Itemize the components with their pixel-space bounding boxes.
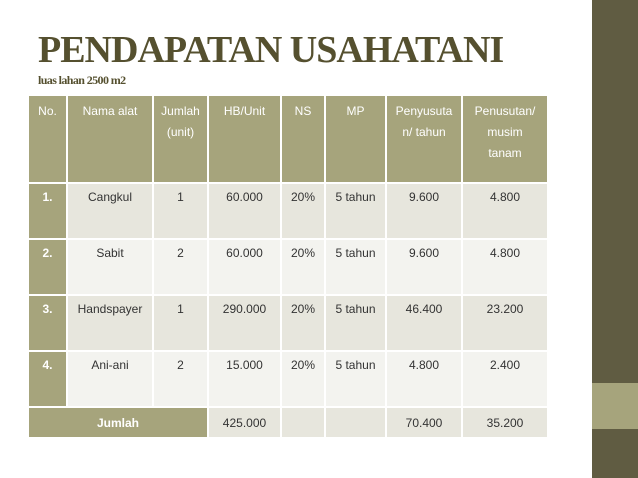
header-cell: NS [282, 96, 324, 182]
table-cell: 5 tahun [326, 352, 385, 406]
table-row: 4. Ani-ani 2 15.000 20% 5 tahun 4.800 2.… [29, 352, 547, 406]
depreciation-table: No. Nama alat Jumlah (unit) HB/Unit NS MP… [27, 94, 549, 439]
header-cell: No. [29, 96, 66, 182]
table-cell: Sabit [68, 240, 152, 294]
table-cell: 23.200 [463, 296, 547, 350]
page-title: PENDAPATAN USAHATANI [38, 29, 504, 71]
table-cell: 3. [29, 296, 66, 350]
table-cell: 2.400 [463, 352, 547, 406]
table-cell: 46.400 [387, 296, 461, 350]
table-cell: 1 [154, 296, 207, 350]
table-cell: 2 [154, 352, 207, 406]
table-cell: 20% [282, 184, 324, 238]
table-cell: 20% [282, 240, 324, 294]
header-cell: HB/Unit [209, 96, 280, 182]
table-header-row: No. Nama alat Jumlah (unit) HB/Unit NS MP… [29, 96, 547, 182]
table-cell: Handspayer [68, 296, 152, 350]
total-label: Jumlah [29, 408, 207, 437]
total-hb-unit: 425.000 [209, 408, 280, 437]
table-cell: 4.800 [387, 352, 461, 406]
table-cell: 20% [282, 296, 324, 350]
table-cell: Ani-ani [68, 352, 152, 406]
table-row: 2. Sabit 2 60.000 20% 5 tahun 9.600 4.80… [29, 240, 547, 294]
total-penyusutan-tahun: 70.400 [387, 408, 461, 437]
header-cell: Jumlah (unit) [154, 96, 207, 182]
header-cell: Nama alat [68, 96, 152, 182]
table-row: 3. Handspayer 1 290.000 20% 5 tahun 46.4… [29, 296, 547, 350]
table-cell: 20% [282, 352, 324, 406]
table-cell: 290.000 [209, 296, 280, 350]
total-ns [282, 408, 324, 437]
table-cell: 5 tahun [326, 296, 385, 350]
table-cell: 2. [29, 240, 66, 294]
table-cell: 5 tahun [326, 184, 385, 238]
table-total-row: Jumlah 425.000 70.400 35.200 [29, 408, 547, 437]
header-cell: Penusutan/musim tanam [463, 96, 547, 182]
table-cell: 60.000 [209, 184, 280, 238]
table-cell: 9.600 [387, 240, 461, 294]
header-cell: Penyusuta n/ tahun [387, 96, 461, 182]
total-mp [326, 408, 385, 437]
table-cell: Cangkul [68, 184, 152, 238]
table-cell: 4. [29, 352, 66, 406]
header-cell: MP [326, 96, 385, 182]
table-cell: 15.000 [209, 352, 280, 406]
table-cell: 2 [154, 240, 207, 294]
table-cell: 9.600 [387, 184, 461, 238]
table-cell: 1. [29, 184, 66, 238]
table-cell: 4.800 [463, 184, 547, 238]
table-cell: 1 [154, 184, 207, 238]
total-penyusutan-musim: 35.200 [463, 408, 547, 437]
table-cell: 60.000 [209, 240, 280, 294]
table-row: 1. Cangkul 1 60.000 20% 5 tahun 9.600 4.… [29, 184, 547, 238]
page-subtitle: luas lahan 2500 m2 [38, 73, 126, 87]
table-cell: 5 tahun [326, 240, 385, 294]
sidebar-accent-square [592, 383, 638, 429]
table-cell: 4.800 [463, 240, 547, 294]
